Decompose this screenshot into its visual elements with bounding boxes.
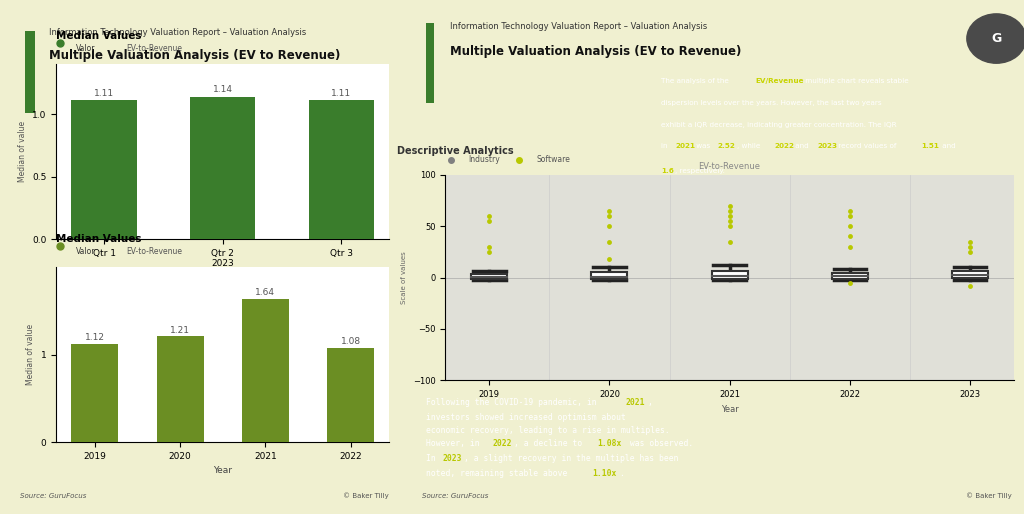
Bar <box>327 347 374 442</box>
Text: Source: GuruFocus: Source: GuruFocus <box>20 492 87 499</box>
Text: .: . <box>620 469 625 478</box>
Text: Following the COVID-19 pandemic, in: Following the COVID-19 pandemic, in <box>426 398 601 407</box>
Text: 1.12: 1.12 <box>85 334 104 342</box>
Text: G: G <box>991 32 1001 45</box>
Text: 1.08: 1.08 <box>341 337 360 346</box>
Text: and: and <box>794 143 811 150</box>
Text: 1.11: 1.11 <box>332 89 351 98</box>
Text: Software: Software <box>537 155 570 164</box>
Bar <box>831 273 867 279</box>
Y-axis label: Median of value: Median of value <box>17 121 27 182</box>
Bar <box>242 299 289 442</box>
Bar <box>72 344 119 442</box>
Bar <box>309 100 374 239</box>
Text: , respectively.: , respectively. <box>675 168 725 174</box>
Title: EV-to-Revenue: EV-to-Revenue <box>698 162 761 171</box>
Text: multiple chart reveals stable: multiple chart reveals stable <box>803 78 908 84</box>
X-axis label: Year: Year <box>213 466 232 475</box>
Text: 1.64: 1.64 <box>255 288 275 297</box>
Bar <box>190 97 255 239</box>
Text: , a slight recovery in the multiple has been: , a slight recovery in the multiple has … <box>464 454 679 463</box>
Text: noted, remaining stable above: noted, remaining stable above <box>426 469 571 478</box>
Text: 1.11: 1.11 <box>94 89 114 98</box>
Text: Information Technology Valuation Report – Valuation Analysis: Information Technology Valuation Report … <box>49 28 306 38</box>
Text: 1.14: 1.14 <box>213 85 232 94</box>
Text: 2.52: 2.52 <box>718 143 735 150</box>
Text: Valor: Valor <box>76 247 96 256</box>
Text: Median Values: Median Values <box>56 234 141 244</box>
Text: 2022: 2022 <box>493 439 512 448</box>
Text: record values of: record values of <box>836 143 899 150</box>
Text: EV-to-Revenue: EV-to-Revenue <box>126 247 182 256</box>
Text: In: In <box>426 454 440 463</box>
Text: EV/Revenue: EV/Revenue <box>756 78 804 84</box>
Text: © Baker Tilly: © Baker Tilly <box>966 492 1012 499</box>
Bar <box>157 336 204 442</box>
Text: 2021: 2021 <box>625 398 645 407</box>
X-axis label: Year: Year <box>721 405 738 414</box>
Text: Valor: Valor <box>76 44 96 53</box>
Text: 2021: 2021 <box>675 143 695 150</box>
Text: economic recovery, leading to a rise in multiples.: economic recovery, leading to a rise in … <box>426 426 670 435</box>
Text: Descriptive Analytics: Descriptive Analytics <box>397 146 514 156</box>
Text: 1.21: 1.21 <box>170 325 190 335</box>
Text: exhibit a IQR decrease, indicating greater concentration. The IQR: exhibit a IQR decrease, indicating great… <box>662 122 897 127</box>
Text: 1.08x: 1.08x <box>597 439 622 448</box>
Text: 2023: 2023 <box>442 454 462 463</box>
Text: Source: GuruFocus: Source: GuruFocus <box>422 492 488 499</box>
Bar <box>592 272 628 279</box>
Text: in: in <box>662 143 670 150</box>
Text: investors showed increased optimism about: investors showed increased optimism abou… <box>426 413 626 421</box>
Text: © Baker Tilly: © Baker Tilly <box>343 492 389 499</box>
Bar <box>952 271 988 278</box>
Bar <box>712 271 748 279</box>
Bar <box>471 274 507 279</box>
Text: 1.10x: 1.10x <box>592 469 616 478</box>
X-axis label: Quarter: Quarter <box>205 273 241 283</box>
Bar <box>25 31 35 113</box>
Text: Multiple Valuation Analysis (EV to Revenue): Multiple Valuation Analysis (EV to Reven… <box>49 49 341 62</box>
Text: ,: , <box>647 398 652 407</box>
Bar <box>72 100 136 239</box>
Text: 2023: 2023 <box>817 143 837 150</box>
Circle shape <box>967 14 1024 63</box>
Text: and: and <box>940 143 955 150</box>
Text: Information Technology Valuation Report – Valuation Analysis: Information Technology Valuation Report … <box>450 22 707 31</box>
Text: 1.6: 1.6 <box>662 168 674 174</box>
Y-axis label: Median of value: Median of value <box>27 324 35 385</box>
Text: dispersion levels over the years. However, the last two years: dispersion levels over the years. Howeve… <box>662 100 882 106</box>
Text: was observed.: was observed. <box>625 439 693 448</box>
Text: Median Values: Median Values <box>56 31 141 41</box>
Text: , a decline to: , a decline to <box>514 439 588 448</box>
Text: , while: , while <box>736 143 763 150</box>
Text: was: was <box>694 143 713 150</box>
Text: Industry: Industry <box>468 155 500 164</box>
Text: 2022: 2022 <box>774 143 795 150</box>
Text: The analysis of the: The analysis of the <box>662 78 731 84</box>
Y-axis label: Scale of values: Scale of values <box>401 251 408 304</box>
Text: EV-to-Revenue: EV-to-Revenue <box>126 44 182 53</box>
Text: However, in: However, in <box>426 439 484 448</box>
Text: Multiple Valuation Analysis (EV to Revenue): Multiple Valuation Analysis (EV to Reven… <box>450 45 741 58</box>
Bar <box>426 23 433 103</box>
Text: 1.51: 1.51 <box>921 143 939 150</box>
